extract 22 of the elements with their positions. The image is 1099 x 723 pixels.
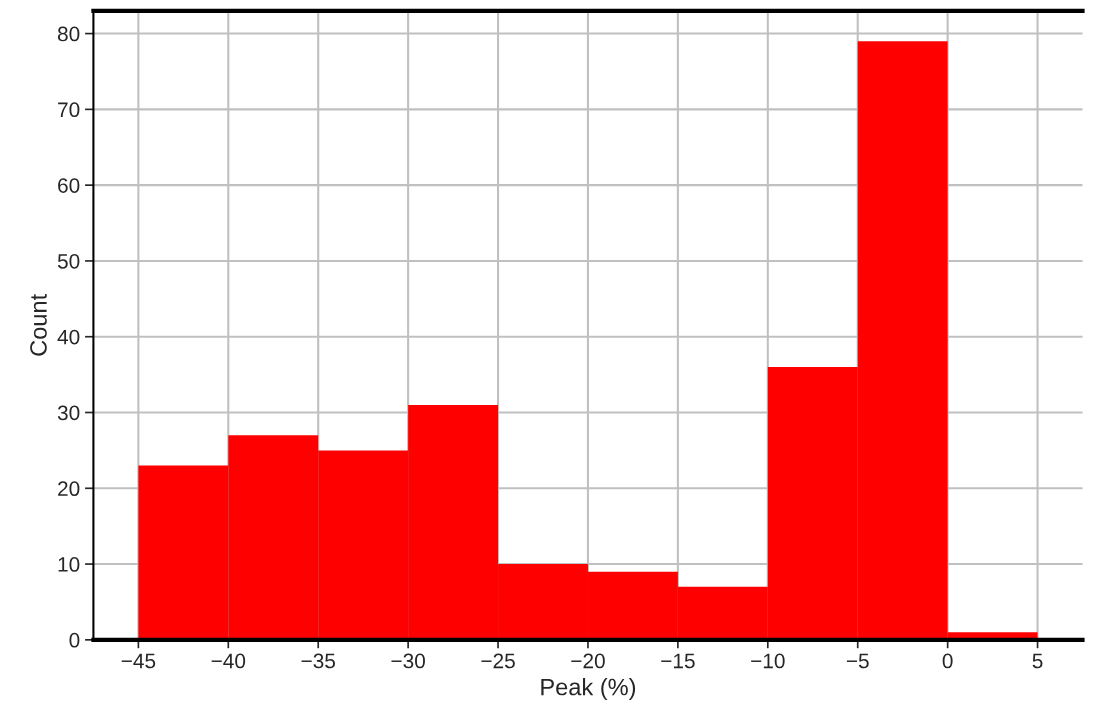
y-tick-label: 70 [58,102,80,118]
x-tick-label: −45 [121,653,156,669]
x-tick-label: −30 [391,653,425,669]
x-tick-label: 5 [1032,653,1043,669]
y-axis-title: Count [30,294,47,356]
x-tick-label: −35 [301,653,336,669]
y-tick-label: 20 [58,481,80,497]
x-tick-label: −5 [846,653,869,669]
y-tick-label: 0 [69,632,80,648]
y-tick-label: 60 [58,178,80,193]
x-tick-label: −20 [571,653,605,669]
x-tick-label: −10 [751,653,785,669]
y-tick-label: 40 [57,329,80,345]
x-axis-title: Peak (%) [541,678,636,701]
y-tick-label: 50 [57,253,80,269]
y-tick-label: 10 [58,557,80,572]
x-tick-label: −25 [481,653,515,669]
y-tick-label: 80 [57,26,80,42]
y-tick-label: 30 [57,405,80,421]
x-tick-label: 0 [942,653,953,669]
x-tick-label: −40 [211,653,246,669]
x-tick-label: −15 [661,653,695,669]
